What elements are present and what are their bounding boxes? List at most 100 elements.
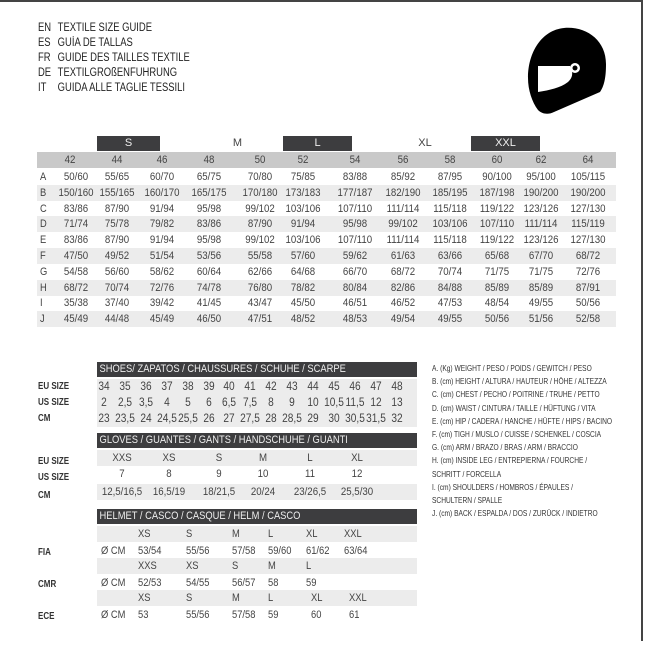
table-cell: 60/64 <box>196 265 222 278</box>
row-shade <box>37 248 616 264</box>
helmet-size: L <box>268 528 274 540</box>
table-cell: 182/190 <box>385 186 421 199</box>
table-cell: 23/26,5 <box>293 486 327 498</box>
size-number: 52 <box>297 154 309 166</box>
size-number: 64 <box>582 154 594 166</box>
table-cell: 71/75 <box>484 265 510 278</box>
table-cell: 57/60 <box>290 250 316 262</box>
table-cell: 45/49 <box>149 313 175 326</box>
row-letter: E <box>40 234 47 247</box>
helmet-size: XXL <box>344 528 362 540</box>
table-cell: 107/110 <box>479 218 515 231</box>
row-shade <box>97 395 417 411</box>
helmet-size: XS <box>186 560 199 572</box>
table-cell: 47/51 <box>247 313 273 326</box>
helmet-size: M <box>232 528 240 540</box>
table-cell: 45/50 <box>290 297 316 310</box>
table-cell: 173/183 <box>285 186 321 199</box>
table-cell: 170/180 <box>242 186 278 199</box>
row-shade <box>97 450 417 466</box>
title-text: TEXTILGRÖßENFÜHRUNG <box>57 67 178 79</box>
row-shade <box>37 311 616 328</box>
table-cell: 72/76 <box>575 265 601 278</box>
size-group-label: M <box>232 137 243 149</box>
table-cell: 155/165 <box>99 186 135 199</box>
row-letter: F <box>40 250 46 262</box>
table-cell: 35 <box>119 381 131 393</box>
legend-item: D. (cm) WAIST / CINTURA / TAILLE / HÜFTU… <box>432 402 596 413</box>
legend-item: H. (cm) INSIDE LEG / ENTREPIERNA / FOURC… <box>432 455 588 466</box>
table-cell: 46/51 <box>342 297 368 310</box>
table-cell: 49/55 <box>528 297 554 310</box>
table-cell: 55/56 <box>186 609 210 621</box>
table-cell: 87/90 <box>104 234 130 247</box>
table-cell: 115/119 <box>571 218 605 231</box>
helmet-size: M <box>268 560 276 572</box>
table-cell: 30,5 <box>344 413 365 425</box>
size-group-label: L <box>283 136 352 151</box>
table-cell: 95/98 <box>196 234 222 247</box>
table-cell: 40 <box>223 381 236 393</box>
table-cell: 24 <box>140 413 152 425</box>
helmet-size: M <box>232 592 240 604</box>
table-cell: 7,5 <box>243 397 258 409</box>
helmet-header: HELMET / CASCO / CASQUE / HELM / CASCO <box>97 509 417 524</box>
size-number: 42 <box>64 154 76 166</box>
table-cell: 20/24 <box>250 486 276 498</box>
table-cell: 8 <box>268 397 275 409</box>
row-shade <box>37 184 616 201</box>
table-cell: 111/114 <box>524 218 558 231</box>
table-cell: 2 <box>101 397 107 409</box>
table-cell: 50/56 <box>484 313 510 326</box>
table-cell: 70/74 <box>437 265 463 278</box>
table-cell: 48/52 <box>290 313 316 326</box>
row-shade <box>97 484 417 500</box>
table-cell: 41/45 <box>196 297 222 310</box>
language-code: ES <box>38 37 51 49</box>
table-cell: 63/66 <box>437 250 463 262</box>
standard-label: ECE <box>38 611 55 622</box>
table-cell: 10 <box>307 397 319 409</box>
table-cell: 36 <box>140 381 152 393</box>
table-cell: 55/56 <box>186 545 210 557</box>
legend-item: A. (Kg) WEIGHT / PESO / POIDS / GEWITCH … <box>432 363 592 373</box>
table-cell: 54/55 <box>186 577 210 589</box>
size-number: 46 <box>156 154 168 166</box>
table-cell: 123/126 <box>523 202 559 215</box>
helmet-size: XL <box>306 528 318 540</box>
table-cell: 107/110 <box>337 234 373 247</box>
size-group-label: S <box>97 136 160 151</box>
table-cell: 74/78 <box>196 281 222 294</box>
row-shade <box>97 558 417 574</box>
table-cell: 115/118 <box>433 234 467 247</box>
table-cell: 46 <box>349 381 361 393</box>
helmet-size: L <box>268 592 274 604</box>
helmet-header-text: HELMET / CASCO / CASQUE / HELM / CASCO <box>99 510 301 522</box>
table-cell: 107/110 <box>337 202 373 215</box>
table-cell: 59/62 <box>342 250 368 262</box>
table-cell: 2,5 <box>117 397 132 409</box>
table-cell: 48/54 <box>484 297 510 310</box>
row-letter: B <box>40 186 47 199</box>
table-cell: 59 <box>268 609 279 621</box>
table-cell: 91/94 <box>290 218 316 231</box>
legend-item: J. (cm) BACK / ESPALDA / DOS / ZURÜCK / … <box>432 508 598 519</box>
table-cell: 47/50 <box>63 250 89 262</box>
table-cell: 76/80 <box>247 281 273 294</box>
table-cell: 75/78 <box>104 218 130 231</box>
shoes-header-text: SHOES/ ZAPATOS / CHAUSSURES / SCHUHE / S… <box>99 363 346 375</box>
standard-label: CMR <box>38 579 57 590</box>
table-cell: 65/75 <box>196 171 222 183</box>
table-cell: 35/38 <box>63 297 89 310</box>
size-number: 50 <box>254 154 266 166</box>
legend-item: SCHRITT / FORCELLA <box>432 468 502 479</box>
table-cell: 150/160 <box>58 186 94 199</box>
gloves-header: GLOVES / GUANTES / GANTS / HANDSCHUHE / … <box>97 433 417 448</box>
table-cell: 27,5 <box>240 413 261 425</box>
table-cell: 4 <box>163 397 170 409</box>
row-shade <box>97 411 417 427</box>
table-cell: 29 <box>307 413 319 425</box>
table-cell: 83/86 <box>63 234 89 247</box>
table-cell: 119/122 <box>479 202 515 215</box>
title-text: GUIDA ALLE TAGLIE TESSILI <box>57 82 186 94</box>
